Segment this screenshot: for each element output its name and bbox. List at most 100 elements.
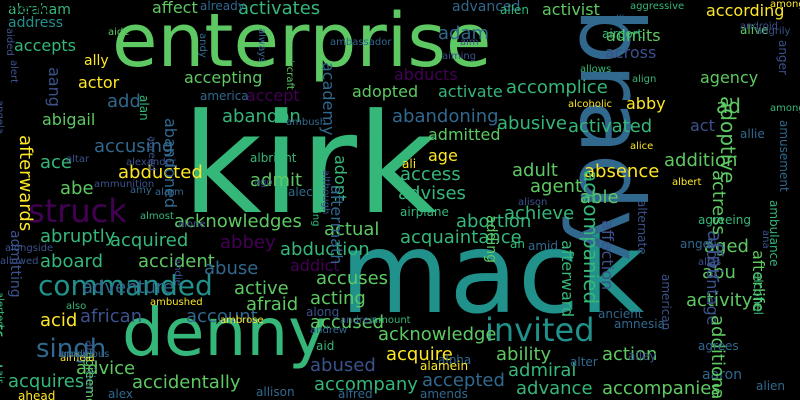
word-advice: advice bbox=[76, 358, 136, 379]
word-accident: accident bbox=[138, 251, 215, 272]
word-aggressive: aggressive bbox=[630, 1, 685, 12]
word-airplane: airplane bbox=[400, 205, 449, 219]
word-activist: activist bbox=[542, 0, 600, 19]
word-mack: mack bbox=[340, 209, 645, 339]
word-ambassador: ambassador bbox=[330, 37, 392, 48]
word-agency: agency bbox=[700, 68, 759, 87]
word-ally: ally bbox=[84, 53, 109, 69]
word-adopted: adopted bbox=[352, 82, 419, 101]
word-addict: addict bbox=[290, 256, 340, 275]
word-although: although bbox=[320, 170, 331, 215]
word-alter: alter bbox=[570, 355, 598, 369]
word-alert: alert bbox=[8, 60, 19, 84]
word-abused: abused bbox=[310, 355, 376, 376]
word-acknowledges: acknowledges bbox=[174, 211, 302, 232]
word-airfield: airfield bbox=[60, 353, 95, 364]
word-aircraft: aircraft bbox=[284, 54, 295, 90]
word-admiral: admiral bbox=[508, 360, 577, 381]
word-allowing: allowing bbox=[310, 185, 321, 227]
word-aiming: aiming bbox=[442, 51, 477, 62]
word-along: along bbox=[306, 305, 340, 319]
word-activated: activated bbox=[568, 116, 653, 137]
word-affect: affect bbox=[152, 0, 198, 17]
word-agreeing: agreeing bbox=[698, 213, 751, 227]
word-abandoning: abandoning bbox=[392, 106, 499, 127]
word-invited: invited bbox=[485, 311, 595, 349]
word-andrew: andrew bbox=[310, 325, 348, 336]
word-abigail: abigail bbox=[42, 110, 96, 129]
word-aged: aged bbox=[704, 236, 749, 257]
word-andie: andie bbox=[172, 258, 183, 286]
word-agent: agent bbox=[530, 176, 582, 197]
word-alan: alan bbox=[137, 95, 151, 121]
word-alliance: alliance bbox=[610, 14, 649, 25]
word-adam: adam bbox=[438, 23, 490, 44]
word-anger: anger bbox=[776, 40, 790, 75]
word-acquaintance: acquaintance bbox=[400, 227, 522, 248]
word-alamein: alamein bbox=[420, 359, 469, 373]
word-allie: allie bbox=[740, 127, 765, 141]
word-admits: admits bbox=[606, 26, 661, 45]
word-abu: abu bbox=[702, 262, 736, 283]
word-ana: ana bbox=[760, 230, 771, 249]
word-acquire: acquire bbox=[386, 344, 453, 365]
word-addition: addition bbox=[664, 150, 738, 171]
word-adoptive: adoptive bbox=[716, 96, 740, 184]
word-abbey: abbey bbox=[220, 232, 276, 253]
word-also: also bbox=[66, 301, 87, 312]
word-affection: affection bbox=[598, 220, 617, 291]
word-amongst: amongst bbox=[770, 0, 800, 10]
word-afterward: afterward bbox=[558, 240, 577, 318]
word-alias: alias bbox=[698, 257, 722, 268]
word-across: across bbox=[605, 43, 657, 62]
word-abortion: abortion bbox=[456, 211, 532, 232]
word-achieve: achieve bbox=[504, 203, 575, 224]
word-commanded: commanded bbox=[38, 269, 213, 302]
word-abduction: abduction bbox=[280, 239, 370, 260]
word-air: air bbox=[0, 370, 5, 384]
word-active: active bbox=[234, 278, 289, 299]
word-access: access bbox=[400, 164, 461, 185]
word-advises: advises bbox=[398, 183, 466, 204]
word-allison: allison bbox=[256, 385, 295, 399]
word-adult: adult bbox=[512, 160, 558, 181]
word-actual: actual bbox=[324, 219, 380, 240]
word-alexander: alexander bbox=[126, 157, 176, 168]
word-alison: alison bbox=[518, 197, 548, 208]
word-struck: struck bbox=[28, 192, 127, 230]
word-ahead: ahead bbox=[18, 389, 56, 400]
word-alien: alien bbox=[756, 379, 786, 393]
word-align: align bbox=[632, 74, 657, 85]
word-amid: amid bbox=[528, 239, 558, 253]
word-ace: ace bbox=[40, 152, 73, 173]
word-abandon: abandon bbox=[222, 106, 301, 127]
word-among: among bbox=[770, 103, 800, 114]
word-advance: advance bbox=[516, 378, 593, 399]
word-almost: almost bbox=[140, 211, 174, 222]
word-american: american bbox=[659, 274, 673, 331]
word-denny: denny bbox=[122, 294, 328, 371]
word-accomplice: accomplice bbox=[506, 77, 608, 98]
word-alongside: alongside bbox=[5, 243, 54, 254]
word-ad: ad bbox=[716, 94, 741, 118]
word-aid: aid bbox=[316, 339, 335, 353]
word-ambushed: ambushed bbox=[150, 297, 203, 308]
word-ammunition: ammunition bbox=[94, 179, 155, 190]
word-abe: abe bbox=[60, 178, 94, 199]
word-advanced: advanced bbox=[452, 0, 521, 15]
word-african: african bbox=[80, 306, 143, 327]
word-acquires: acquires bbox=[8, 371, 85, 392]
word-allows: allows bbox=[580, 64, 612, 75]
word-address: address bbox=[8, 15, 64, 31]
word-able: able bbox=[580, 187, 619, 208]
word-alpha: alpha bbox=[438, 353, 472, 367]
word-acquired: acquired bbox=[110, 230, 189, 251]
word-america: america bbox=[200, 89, 249, 103]
word-alcohol: alcohol bbox=[751, 272, 765, 315]
word-singh: singh bbox=[36, 334, 107, 364]
word-alley: alley bbox=[628, 349, 657, 363]
word-admitted: admitted bbox=[428, 125, 501, 144]
word-alex: alex bbox=[108, 387, 133, 400]
word-aaron: aaron bbox=[702, 367, 743, 383]
